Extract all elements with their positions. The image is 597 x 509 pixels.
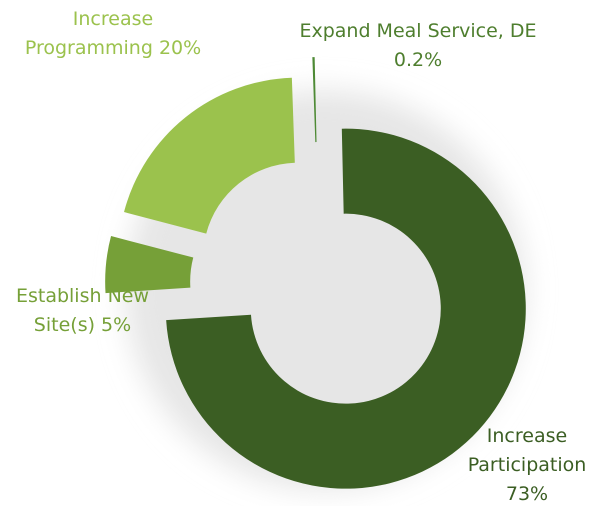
category-label: Expand Meal Service, DE [299, 20, 537, 42]
category-label: Establish New Site(s) [15, 285, 150, 336]
label-programming: Increase Programming 20% [23, 5, 203, 63]
label-expand: Expand Meal Service, DE 0.2% [280, 17, 556, 75]
donut-slice [124, 77, 295, 234]
value-label: 20% [158, 37, 202, 59]
value-label: 5% [101, 314, 132, 336]
label-establish: Establish New Site(s) 5% [0, 282, 165, 340]
donut-slice [312, 57, 317, 143]
category-label: Increase Programming [24, 8, 154, 59]
label-participation: Increase Participation 73% [445, 422, 597, 509]
donut-slice [166, 128, 526, 489]
value-label: 73% [505, 483, 549, 505]
category-label: Increase Participation [467, 425, 587, 476]
value-label: 0.2% [393, 49, 443, 71]
donut-slice [105, 236, 194, 294]
